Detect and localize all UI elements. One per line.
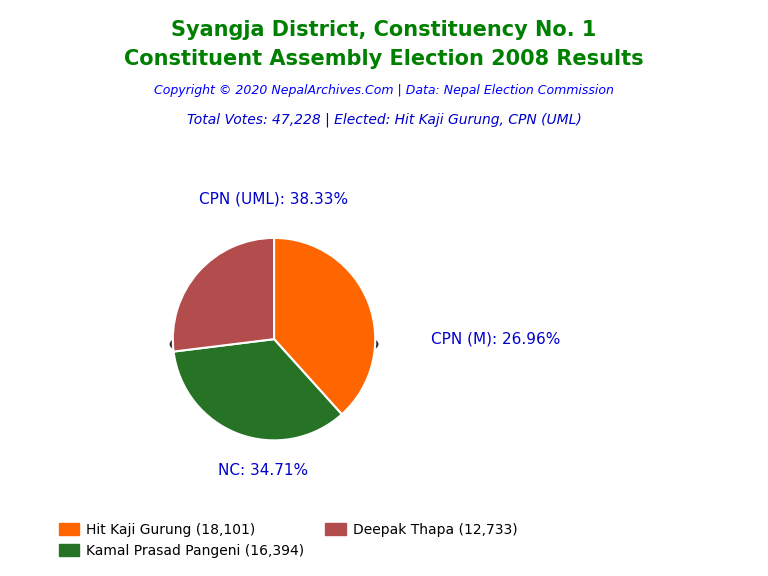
Legend: Hit Kaji Gurung (18,101), Kamal Prasad Pangeni (16,394), Deepak Thapa (12,733): Hit Kaji Gurung (18,101), Kamal Prasad P… [53,517,523,563]
Text: Syangja District, Constituency No. 1: Syangja District, Constituency No. 1 [171,20,597,40]
Text: Copyright © 2020 NepalArchives.Com | Data: Nepal Election Commission: Copyright © 2020 NepalArchives.Com | Dat… [154,84,614,97]
Wedge shape [174,339,342,441]
Text: CPN (M): 26.96%: CPN (M): 26.96% [431,332,561,347]
Text: NC: 34.71%: NC: 34.71% [218,463,309,478]
Wedge shape [173,238,274,351]
Text: Constituent Assembly Election 2008 Results: Constituent Assembly Election 2008 Resul… [124,49,644,69]
Ellipse shape [170,327,378,362]
Wedge shape [274,238,376,414]
Text: Total Votes: 47,228 | Elected: Hit Kaji Gurung, CPN (UML): Total Votes: 47,228 | Elected: Hit Kaji … [187,112,581,127]
Text: CPN (UML): 38.33%: CPN (UML): 38.33% [200,192,349,207]
